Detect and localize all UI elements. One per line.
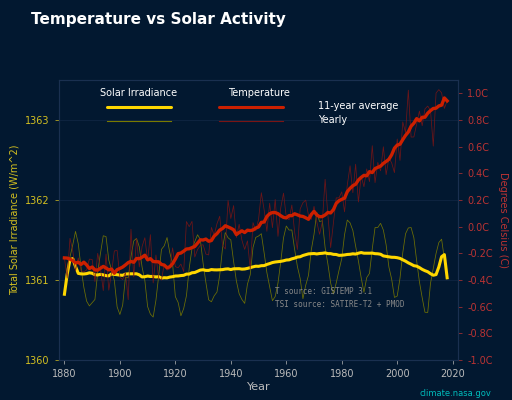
Text: Yearly: Yearly	[318, 115, 348, 125]
X-axis label: Year: Year	[247, 382, 270, 392]
Text: Solar Irradiance: Solar Irradiance	[100, 88, 177, 98]
Text: T source: GISTEMP 3.1
TSI source: SATIRE-T2 + PMOD: T source: GISTEMP 3.1 TSI source: SATIRE…	[274, 287, 404, 309]
Text: Temperature: Temperature	[228, 88, 289, 98]
Text: 11-year average: 11-year average	[318, 101, 399, 111]
Y-axis label: Total Solar Irradiance (W/m^2): Total Solar Irradiance (W/m^2)	[10, 145, 19, 295]
Text: Temperature vs Solar Activity: Temperature vs Solar Activity	[31, 12, 286, 27]
Text: climate.nasa.gov: climate.nasa.gov	[420, 389, 492, 398]
Y-axis label: Degrees Celsius (C): Degrees Celsius (C)	[499, 172, 508, 268]
